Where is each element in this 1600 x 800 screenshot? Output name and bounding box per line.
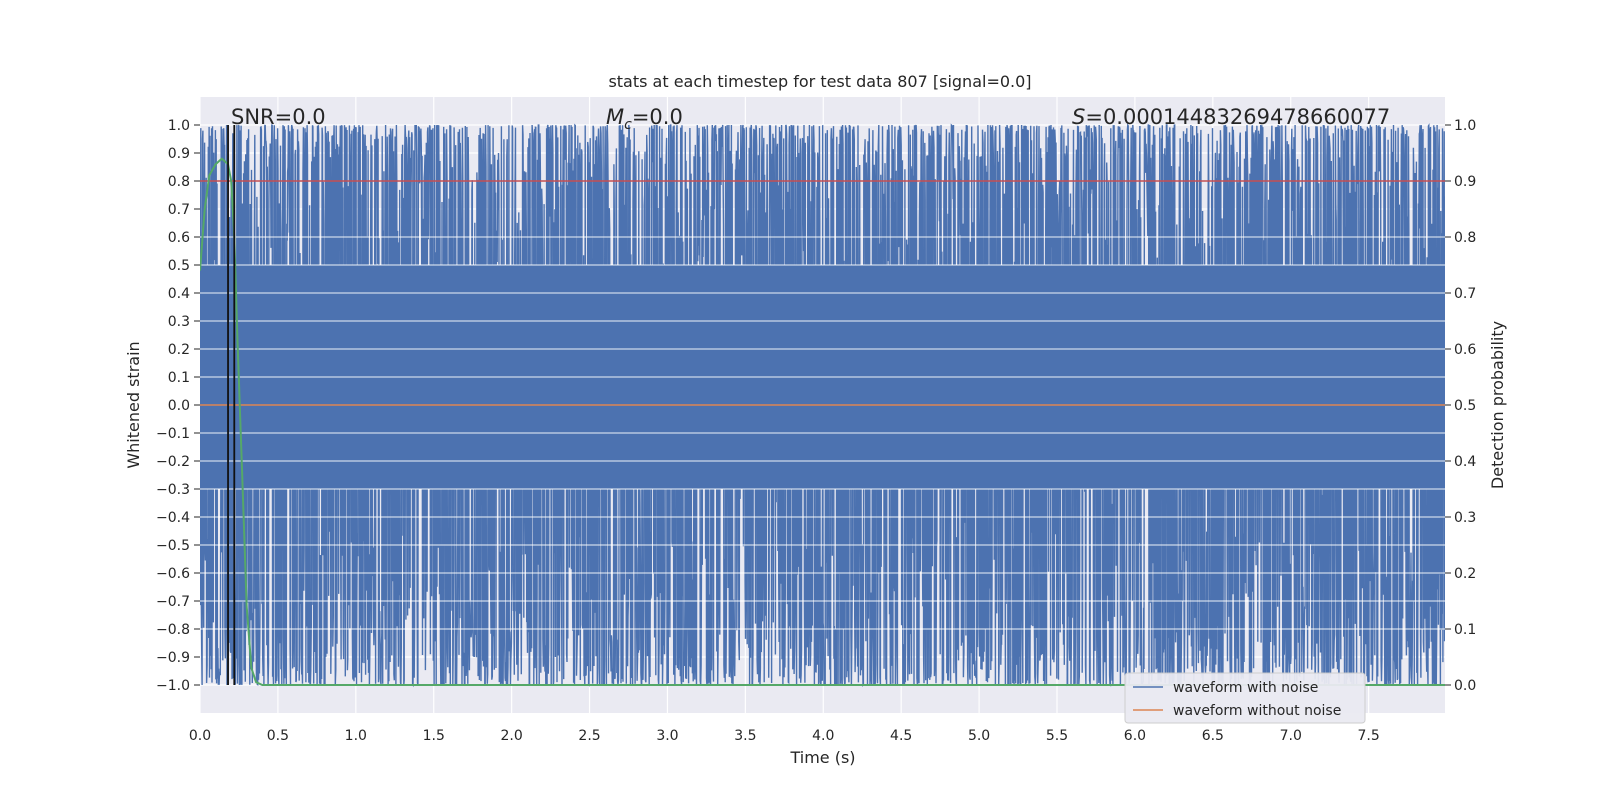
- y-left-tick-label: 0.9: [168, 146, 190, 162]
- y-right-tick-label: 0.8: [1454, 230, 1476, 246]
- y-right-tick-label: 0.0: [1454, 678, 1476, 694]
- y-right-tick-label: 0.5: [1454, 398, 1476, 414]
- y-axis-right-label: Detection probability: [1488, 321, 1507, 489]
- y-left-tick-label: 0.4: [168, 286, 190, 302]
- chirp-mass-value: =0.0: [632, 105, 683, 129]
- x-tick-label: 3.5: [734, 728, 756, 744]
- x-tick-label: 5.5: [1046, 728, 1068, 744]
- y-right-tick-label: 0.1: [1454, 622, 1476, 638]
- y-right-tick-label: 0.2: [1454, 566, 1476, 582]
- y-left-tick-label: −0.7: [156, 594, 190, 610]
- y-right-tick-label: 0.7: [1454, 286, 1476, 302]
- y-right-tick-label: 0.3: [1454, 510, 1476, 526]
- y-right-tick-label: 0.9: [1454, 174, 1476, 190]
- y-left-tick-label: 0.5: [168, 258, 190, 274]
- y-left-tick-label: −0.6: [156, 566, 190, 582]
- y-left-tick-label: 0.0: [168, 398, 190, 414]
- x-tick-label: 7.5: [1358, 728, 1380, 744]
- y-left-tick-label: −0.2: [156, 454, 190, 470]
- s-value: =0.00014483269478660077: [1085, 105, 1390, 129]
- y-left-tick-label: 0.1: [168, 370, 190, 386]
- y-left-tick-label: −1.0: [156, 678, 190, 694]
- x-tick-label: 2.5: [578, 728, 600, 744]
- x-tick-label: 5.0: [968, 728, 990, 744]
- y-axis-left-label: Whitened strain: [124, 341, 143, 468]
- s-annotation: S=0.00014483269478660077: [1072, 105, 1390, 129]
- tick-labels: 0.0 0.5 1.0 1.5 2.0 2.5 3.0 3.5 4.0 4.5 5.0 5.5 6.0 6…: [156, 118, 1476, 744]
- x-tick-label: 1.5: [423, 728, 445, 744]
- y-right-tick-label: 0.4: [1454, 454, 1476, 470]
- y-right-tick-label: 1.0: [1454, 118, 1476, 134]
- x-tick-label: 6.5: [1202, 728, 1224, 744]
- x-tick-label: 7.0: [1280, 728, 1302, 744]
- legend-entry-label: waveform with noise: [1173, 680, 1318, 696]
- y-left-tick-label: −0.1: [156, 426, 190, 442]
- y-left-tick-label: 1.0: [168, 118, 190, 134]
- x-tick-label: 4.0: [812, 728, 834, 744]
- y-left-tick-label: −0.8: [156, 622, 190, 638]
- chart-title: stats at each timestep for test data 807…: [608, 72, 1031, 91]
- s-symbol: S: [1072, 105, 1085, 129]
- series-layer: [200, 123, 1445, 688]
- y-left-tick-label: −0.9: [156, 650, 190, 666]
- y-left-tick-label: 0.2: [168, 342, 190, 358]
- y-right-tick-label: 0.6: [1454, 342, 1476, 358]
- x-tick-label: 0.0: [189, 728, 211, 744]
- vertical-markers: [227, 125, 236, 685]
- x-tick-label: 6.0: [1124, 728, 1146, 744]
- x-tick-label: 3.0: [656, 728, 678, 744]
- snr-annotation: SNR=0.0: [231, 105, 326, 129]
- y-left-tick-label: −0.5: [156, 538, 190, 554]
- series-clip-group: [200, 123, 1445, 688]
- legend: waveform with noise waveform without nois…: [1124, 672, 1366, 724]
- legend-box: [1124, 672, 1366, 724]
- detection-probability-line: [200, 157, 1445, 686]
- y-left-tick-label: 0.7: [168, 202, 190, 218]
- x-tick-label: 1.0: [345, 728, 367, 744]
- y-left-tick-label: −0.4: [156, 510, 190, 526]
- x-tick-label: 2.0: [501, 728, 523, 744]
- chirp-mass-annotation: Mc=0.0: [606, 105, 683, 133]
- y-left-tick-label: 0.8: [168, 174, 190, 190]
- chirp-mass-symbol: M: [606, 105, 624, 129]
- chirp-mass-subscript: c: [624, 117, 632, 133]
- y-left-tick-label: −0.3: [156, 482, 190, 498]
- x-axis-label: Time (s): [789, 748, 855, 767]
- legend-entry-label: waveform without noise: [1173, 703, 1341, 719]
- y-left-tick-label: 0.6: [168, 230, 190, 246]
- x-tick-label: 4.5: [890, 728, 912, 744]
- x-tick-label: 0.5: [267, 728, 289, 744]
- y-left-tick-label: 0.3: [168, 314, 190, 330]
